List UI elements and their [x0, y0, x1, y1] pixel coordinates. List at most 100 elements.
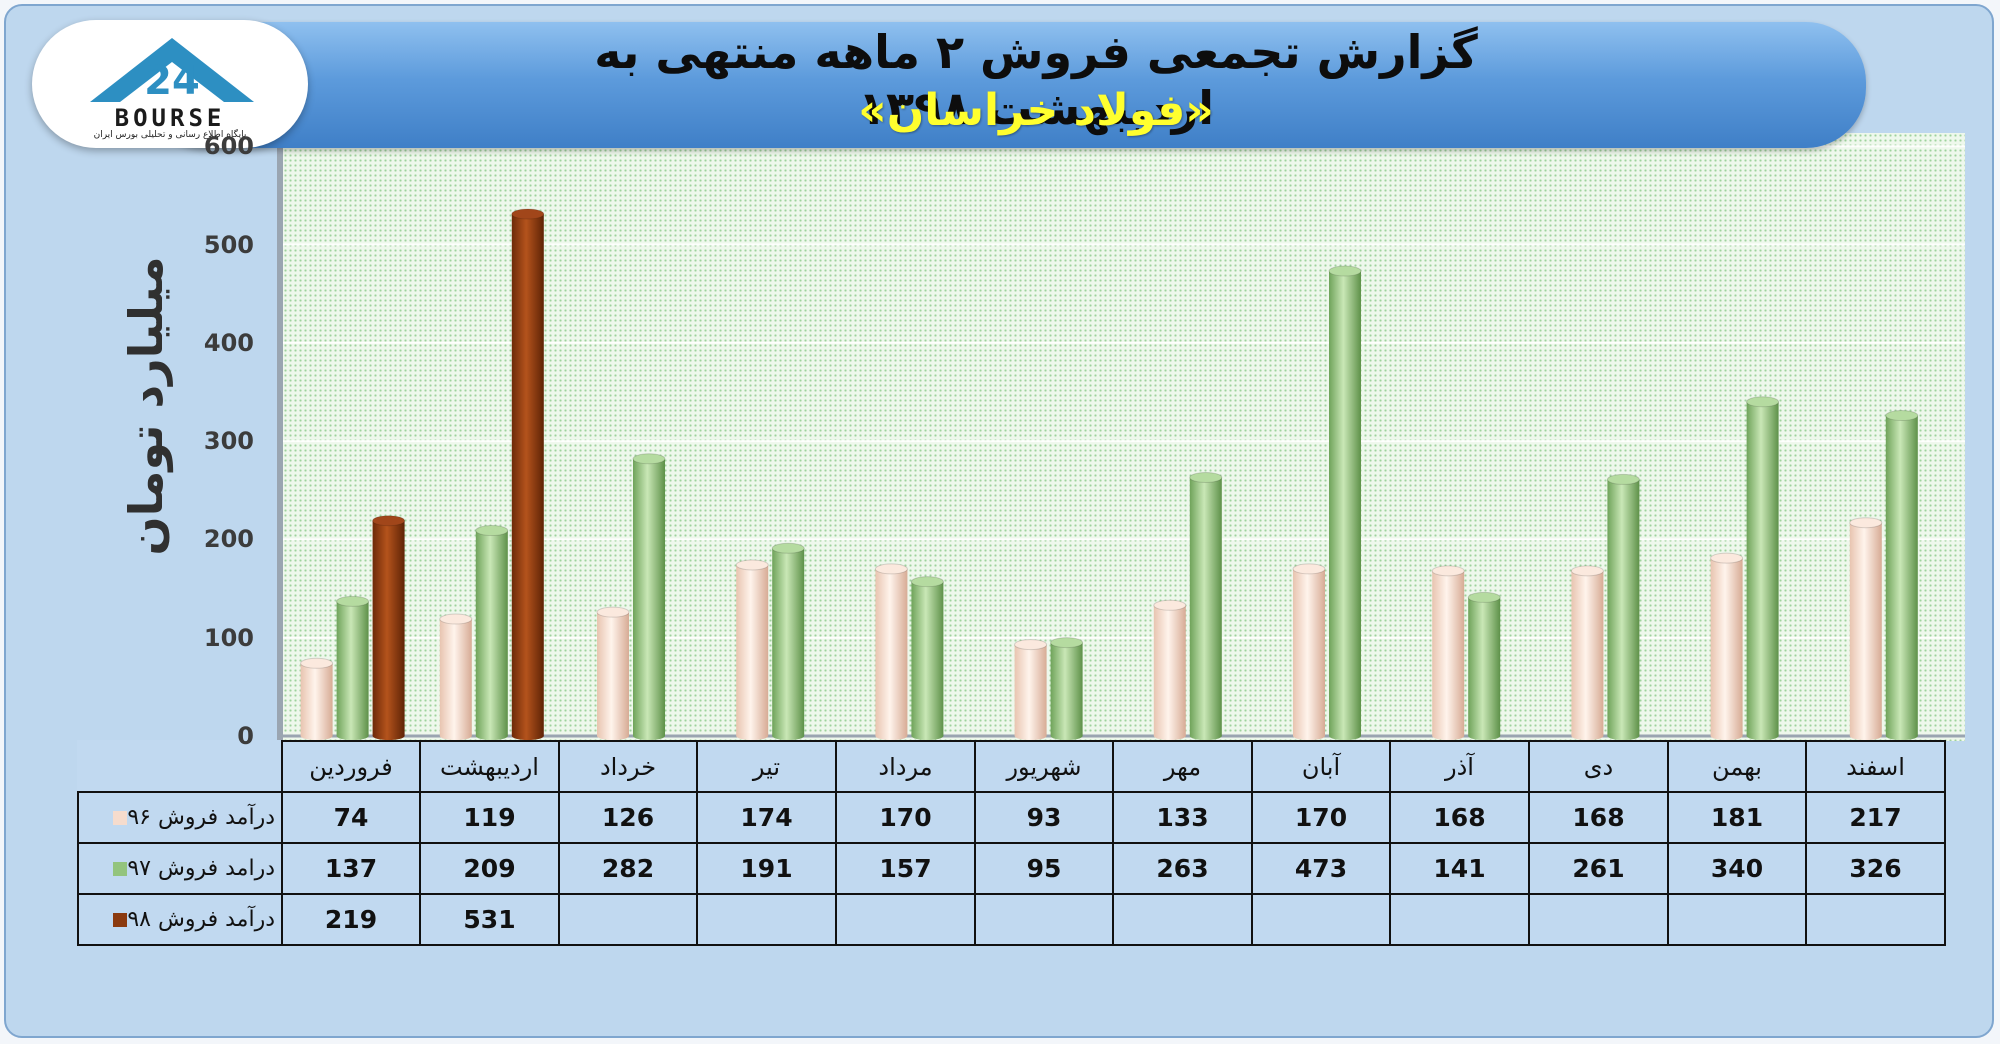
bar-8-series-1 [1292, 563, 1326, 740]
x-tick-label: مهر [1112, 740, 1253, 793]
table-header-row: فروردین اردیبهشت خرداد تیر مرداد شهریور مهر آبا… [78, 740, 1946, 793]
data-label: 119 [419, 791, 560, 844]
y-tick-label: 400 [203, 328, 254, 357]
logo-wordmark: BOURSE [114, 104, 226, 132]
data-label: 170 [835, 791, 976, 844]
bar-10-series-2 [1606, 473, 1640, 740]
data-label: 217 [1805, 791, 1946, 844]
data-table: فروردین اردیبهشت خرداد تیر مرداد شهریور مهر آبا… [77, 740, 1946, 946]
header-banner [146, 22, 1866, 148]
bar-3-series-2 [632, 453, 666, 740]
logo: 24 BOURSE پایگاه اطلاع رسانی و تحلیلی بو… [32, 20, 308, 148]
data-label: 93 [974, 791, 1114, 844]
y-tick-label: 300 [203, 427, 254, 456]
y-tick-label: 200 [203, 525, 254, 554]
data-label: 473 [1251, 842, 1391, 895]
legend-swatch [113, 811, 128, 825]
data-label: 209 [419, 842, 560, 895]
data-label: 219 [281, 893, 421, 946]
svg-text:24: 24 [144, 58, 200, 104]
bar-12-series-1 [1849, 517, 1883, 740]
chart-frame: گزارش تجمعی فروش ۲ ماهه منتهی به اردیبهش… [4, 4, 1994, 1038]
data-label: 137 [281, 842, 421, 895]
bar-7-series-1 [1153, 599, 1187, 740]
plot-area [277, 133, 1965, 741]
bar-2-series-2 [475, 525, 509, 740]
legend-entry: درآمد فروش ۹۶ [77, 791, 283, 844]
y-tick-label: 500 [203, 230, 254, 259]
bar-8-series-2 [1328, 265, 1362, 740]
bar-1-series-1 [300, 657, 334, 740]
data-label: 133 [1112, 791, 1253, 844]
y-axis-title: میلیارد تومان [119, 256, 173, 556]
data-label [974, 893, 1114, 946]
bar-9-series-1 [1431, 565, 1465, 740]
data-label: 191 [696, 842, 837, 895]
bar-chart [283, 145, 1965, 740]
chart-subtitle: «فولاد خراسان» [858, 85, 1214, 136]
bar-1-series-2 [336, 595, 370, 740]
legend-swatch [113, 913, 128, 927]
data-label: 174 [696, 791, 837, 844]
data-label [558, 893, 698, 946]
data-label: 261 [1528, 842, 1669, 895]
data-label [1389, 893, 1530, 946]
x-tick-label: آبان [1251, 740, 1391, 793]
bar-1-series-3 [372, 515, 406, 740]
data-label: 157 [835, 842, 976, 895]
legend-entry: درامد فروش ۹۷ [77, 842, 283, 895]
data-label: 168 [1389, 791, 1530, 844]
data-label [1667, 893, 1807, 946]
bar-9-series-2 [1467, 591, 1501, 740]
bar-4-series-2 [771, 542, 805, 740]
data-label: 95 [974, 842, 1114, 895]
table-row: درآمد فروش ۹۸ 219 531 [77, 893, 1946, 946]
bourse-24-logo-icon: 24 [90, 38, 254, 104]
x-tick-label: فروردین [281, 740, 421, 793]
bar-6-series-1 [1014, 639, 1048, 740]
data-label [696, 893, 837, 946]
x-tick-label: آذر [1389, 740, 1530, 793]
y-tick-label: 100 [203, 623, 254, 652]
bar-4-series-1 [735, 559, 769, 740]
legend-label: درامد فروش ۹۷ [127, 856, 275, 881]
data-label [1112, 893, 1253, 946]
data-label: 168 [1528, 791, 1669, 844]
bar-10-series-1 [1570, 565, 1604, 740]
data-label: 531 [419, 893, 560, 946]
data-label: 181 [1667, 791, 1807, 844]
data-label: 263 [1112, 842, 1253, 895]
bar-11-series-1 [1710, 552, 1744, 740]
legend-swatch [113, 862, 128, 876]
x-tick-label: اردیبهشت [419, 740, 560, 793]
table-row: درآمد فروش ۹۶ 74 119 126 174 170 93 133 170 168 16… [77, 791, 1946, 844]
x-tick-label: شهریور [974, 740, 1114, 793]
x-tick-label: مرداد [835, 740, 976, 793]
bar-3-series-1 [596, 606, 630, 740]
data-label: 282 [558, 842, 698, 895]
table-row: درامد فروش ۹۷ 137 209 282 191 157 95 263 473 141 2… [77, 842, 1946, 895]
bar-6-series-2 [1050, 637, 1084, 740]
y-tick-label: 600 [203, 132, 254, 161]
bar-5-series-1 [874, 563, 908, 740]
data-label [1251, 893, 1391, 946]
x-tick-label: دی [1528, 740, 1669, 793]
bar-2-series-1 [439, 613, 473, 740]
bar-12-series-2 [1885, 410, 1919, 740]
x-tick-label: بهمن [1667, 740, 1807, 793]
x-tick-label: خرداد [558, 740, 698, 793]
data-label: 74 [281, 791, 421, 844]
bar-5-series-2 [910, 576, 944, 740]
data-label [1805, 893, 1946, 946]
bar-2-series-3 [511, 208, 545, 740]
y-tick-label: 0 [237, 722, 254, 750]
logo-caption: پایگاه اطلاع رسانی و تحلیلی بورس ایران [93, 130, 247, 140]
data-label: 170 [1251, 791, 1391, 844]
legend-entry: درآمد فروش ۹۸ [77, 893, 283, 946]
legend-label: درآمد فروش ۹۶ [127, 805, 275, 830]
data-label: 126 [558, 791, 698, 844]
data-label [835, 893, 976, 946]
bar-11-series-2 [1746, 396, 1780, 740]
chart-title: گزارش تجمعی فروش ۲ ماهه منتهی به اردیبهش… [594, 25, 1478, 135]
x-tick-label: تیر [696, 740, 837, 793]
